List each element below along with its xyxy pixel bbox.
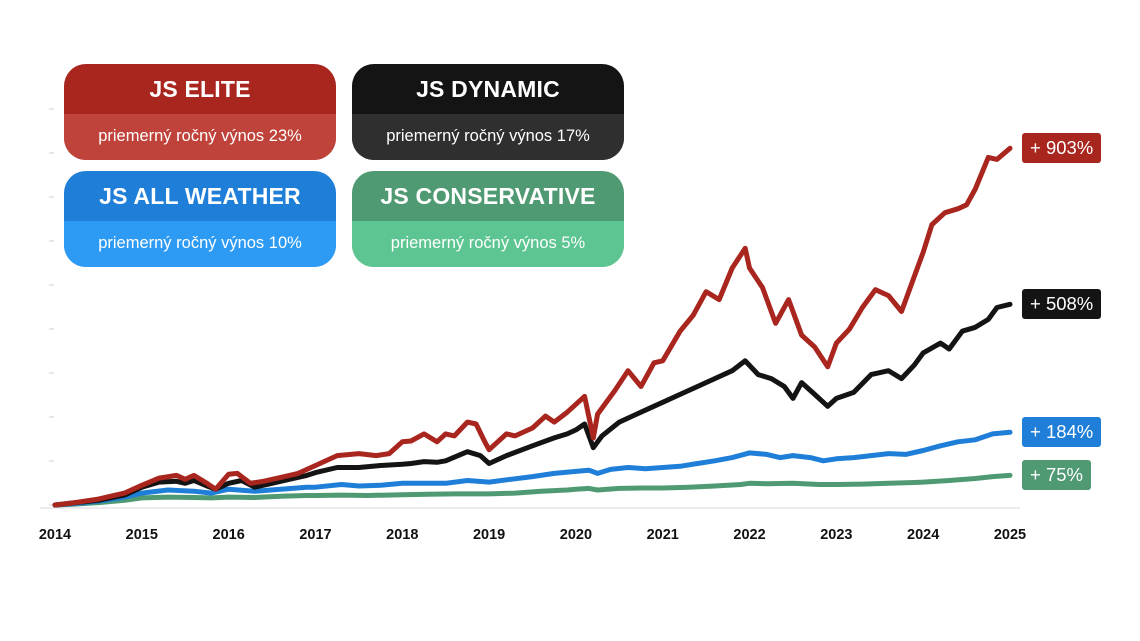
x-tick-label: 2023 — [820, 527, 852, 543]
x-tick-label: 2015 — [126, 527, 158, 543]
x-tick-label: 2014 — [39, 527, 71, 543]
legend-card-js-dynamic: JS DYNAMIC priemerný ročný výnos 17% — [352, 64, 624, 160]
legend-subtitle: priemerný ročný výnos 10% — [64, 221, 336, 267]
x-axis-tick-labels: 2014 2015 2016 2017 2018 2019 2020 2021 2022 2023… — [39, 527, 1026, 543]
legend-subtitle: priemerný ročný výnos 17% — [352, 114, 624, 160]
end-label-js-conservative: + 75% — [1022, 460, 1091, 491]
legend-title: JS CONSERVATIVE — [380, 183, 596, 209]
legend-card-js-conservative: JS CONSERVATIVE priemerný ročný výnos 5% — [352, 171, 624, 267]
x-tick-label: 2018 — [386, 527, 418, 543]
end-label-js-elite: + 903% — [1022, 133, 1102, 164]
x-tick-label: 2016 — [213, 527, 245, 543]
legend-subtitle: priemerný ročný výnos 5% — [352, 221, 624, 267]
x-tick-label: 2024 — [907, 527, 939, 543]
y-axis-tick-marks — [49, 108, 54, 506]
legend-card-js-elite: JS ELITE priemerný ročný výnos 23% — [64, 64, 336, 160]
x-tick-label: 2025 — [994, 527, 1026, 543]
x-tick-label: 2019 — [473, 527, 505, 543]
legend-title: JS DYNAMIC — [416, 76, 560, 102]
series-lines — [52, 145, 1013, 508]
end-label-js-all-weather: + 184% — [1022, 417, 1102, 448]
x-tick-label: 2017 — [299, 527, 331, 543]
x-tick-label: 2021 — [647, 527, 679, 543]
legend-subtitle: priemerný ročný výnos 23% — [64, 114, 336, 160]
legend-title: JS ALL WEATHER — [99, 183, 301, 209]
end-label-js-dynamic: + 508% — [1022, 289, 1102, 320]
x-tick-label: 2020 — [560, 527, 592, 543]
legend-card-js-all-weather: JS ALL WEATHER priemerný ročný výnos 10% — [64, 171, 336, 267]
series-line-js-dynamic — [52, 301, 1013, 508]
series-line-js-elite — [52, 145, 1013, 508]
legend-title: JS ELITE — [149, 76, 251, 102]
series-line-js-all-weather — [52, 429, 1013, 508]
series-line-js-conservative — [52, 472, 1013, 508]
x-tick-label: 2022 — [733, 527, 765, 543]
